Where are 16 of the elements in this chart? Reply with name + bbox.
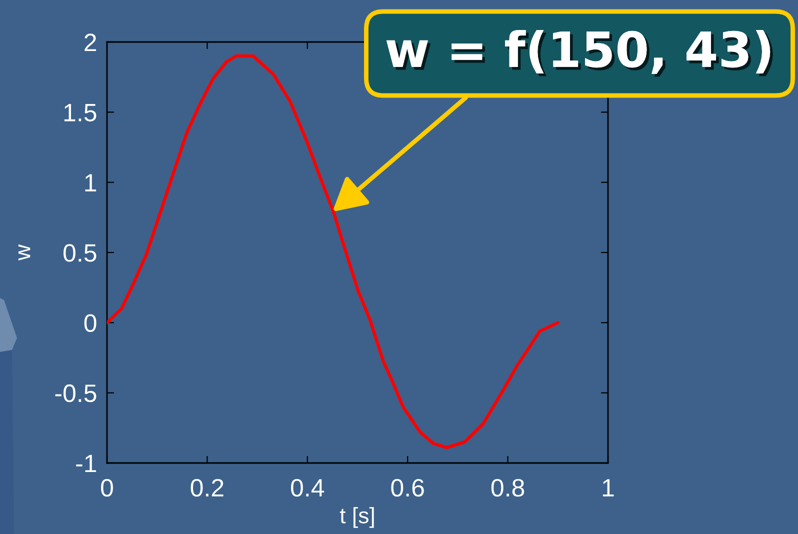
x-axis-title: t [s]: [340, 507, 374, 528]
y-tick-label: 2: [84, 34, 96, 52]
y-tick-label: 0.5: [64, 244, 96, 262]
y-tick-label: 1: [85, 174, 96, 192]
y-tick-label: 1.5: [64, 104, 96, 122]
y-tick-label: 0: [84, 314, 96, 332]
x-tick-label: 0.6: [391, 478, 424, 497]
y-tick-label: -1: [76, 454, 96, 472]
annotation: w = f(150, 43): [386, 30, 773, 77]
y-tick-label: -0.5: [55, 384, 96, 402]
x-tick-label: 0.8: [491, 478, 524, 497]
x-tick-label: 0: [101, 478, 113, 497]
x-tick-label: 0.4: [291, 478, 324, 497]
x-tick-label: 1: [602, 479, 614, 496]
y-axis-title: w: [18, 244, 30, 261]
x-tick-label: 0.2: [190, 478, 224, 497]
